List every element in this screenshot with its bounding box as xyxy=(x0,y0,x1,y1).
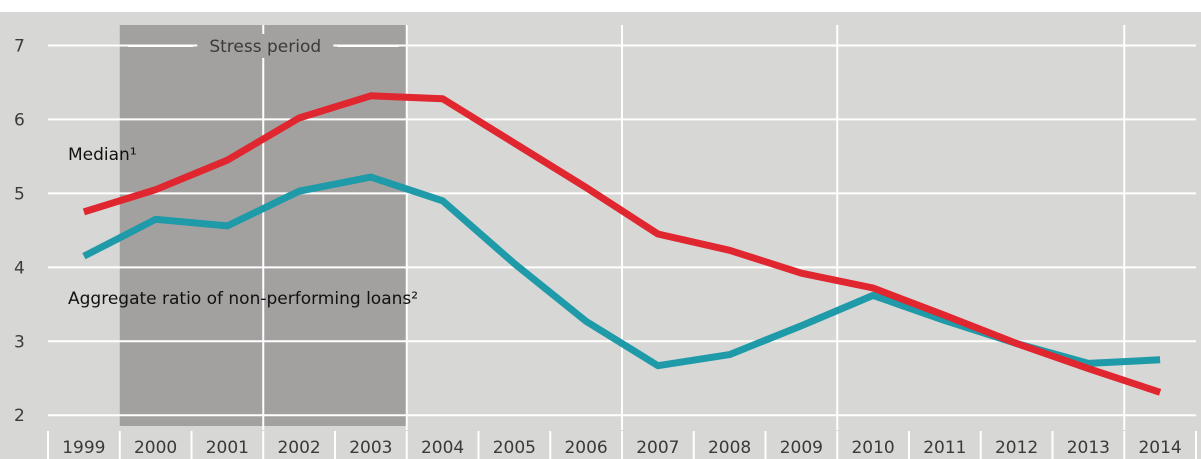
x-tick-label-2009: 2009 xyxy=(780,438,823,458)
x-tick-label-2011: 2011 xyxy=(923,438,966,458)
grid xyxy=(48,25,1196,430)
x-tick-label-2005: 2005 xyxy=(493,438,536,458)
y-tick-label-5: 5 xyxy=(14,184,25,204)
x-tick-label-2002: 2002 xyxy=(277,438,320,458)
x-axis-ticks: 1999 2000 2001 2002 2003 2004 2005 2006 2007 2008… xyxy=(47,431,1197,459)
stress-period-label-bg xyxy=(197,34,334,58)
x-tick-label-2004: 2004 xyxy=(421,438,464,458)
y-axis-ticks: 2 3 4 5 6 7 xyxy=(14,36,25,426)
series-label-median: Median¹ xyxy=(68,145,137,165)
x-tick-label-2006: 2006 xyxy=(564,438,607,458)
y-tick-label-3: 3 xyxy=(14,332,25,352)
x-tick-label-2003: 2003 xyxy=(349,438,392,458)
x-tick-label-2007: 2007 xyxy=(636,438,679,458)
x-tick-label-2012: 2012 xyxy=(995,438,1038,458)
series-label-aggregate: Aggregate ratio of non-performing loans² xyxy=(68,289,418,309)
x-tick-label-2008: 2008 xyxy=(708,438,751,458)
x-tick-label-2000: 2000 xyxy=(134,438,177,458)
y-tick-label-6: 6 xyxy=(14,110,25,130)
x-tick-label-2001: 2001 xyxy=(206,438,249,458)
stress-period-annotation: Stress period xyxy=(127,34,399,58)
x-tick-label-2010: 2010 xyxy=(851,438,894,458)
x-tick-label-2013: 2013 xyxy=(1067,438,1110,458)
y-tick-label-2: 2 xyxy=(14,406,25,426)
stress-period-label: Stress period xyxy=(209,37,321,57)
y-tick-label-7: 7 xyxy=(14,36,25,56)
x-tick-label-1999: 1999 xyxy=(62,438,105,458)
series-line-0 xyxy=(82,92,1162,396)
y-tick-label-4: 4 xyxy=(14,258,25,278)
x-tick-label-2014: 2014 xyxy=(1138,438,1181,458)
series-lines xyxy=(82,92,1162,396)
